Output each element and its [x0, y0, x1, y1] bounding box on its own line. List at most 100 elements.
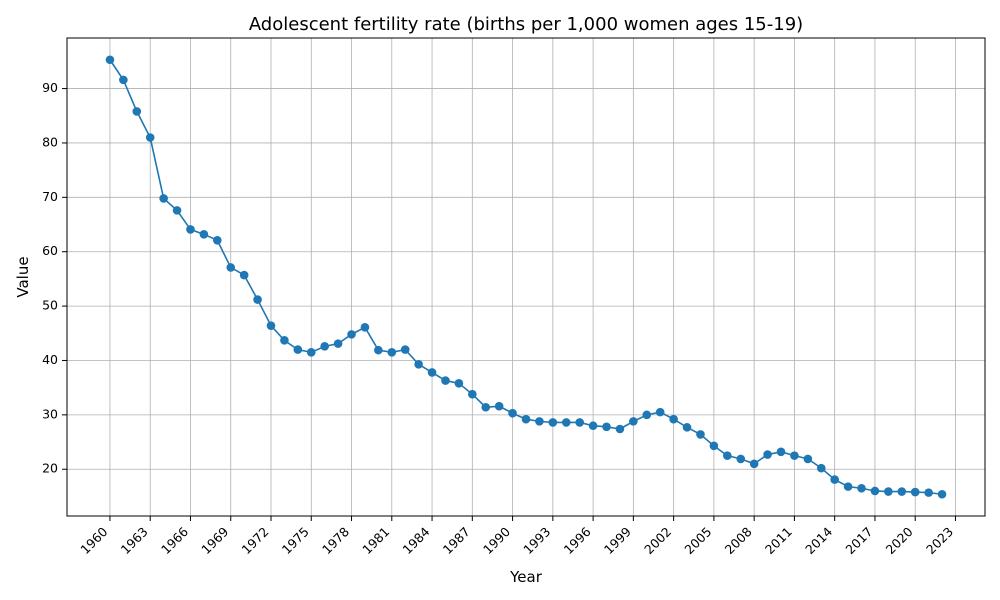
data-point [615, 424, 625, 434]
x-tick-label: 2005 [681, 524, 714, 557]
data-point [454, 379, 464, 388]
data-point [119, 75, 128, 85]
data-point [816, 463, 826, 473]
data-point [293, 345, 303, 354]
data-point [145, 133, 155, 142]
data-point [843, 482, 853, 491]
data-point [387, 348, 397, 357]
data-point [239, 270, 249, 280]
data-point [924, 488, 933, 497]
data-point [213, 235, 222, 245]
data-point [105, 55, 115, 65]
data-point [306, 348, 316, 357]
data-point [400, 345, 410, 354]
data-point [347, 330, 356, 339]
data-point [427, 368, 437, 377]
data-point [481, 402, 491, 412]
data-point [588, 421, 598, 431]
x-tick-label: 1978 [319, 524, 352, 557]
x-tick-label: 1960 [77, 524, 110, 557]
data-point [749, 459, 759, 469]
x-tick-label: 2002 [641, 524, 674, 557]
data-point [494, 401, 504, 411]
data-point [937, 489, 947, 499]
data-point [199, 230, 209, 239]
y-tick-label: 80 [42, 134, 58, 149]
data-point [763, 450, 772, 459]
data-point [266, 321, 276, 330]
data-point [360, 323, 370, 332]
x-tick-label: 1972 [238, 524, 271, 557]
data-point [776, 447, 786, 457]
data-point [280, 336, 289, 345]
data-point [374, 345, 383, 355]
data-point [602, 422, 611, 432]
data-point [629, 417, 638, 426]
data-point [830, 475, 839, 484]
x-tick-label: 1969 [198, 524, 231, 557]
data-point [508, 408, 517, 418]
data-point [535, 417, 544, 426]
data-point [414, 359, 423, 369]
y-tick-label: 70 [42, 189, 58, 204]
data-point [253, 295, 262, 304]
x-tick-label: 1975 [279, 524, 312, 557]
chart-title: Adolescent fertility rate (births per 1,… [249, 14, 803, 35]
data-point [803, 454, 813, 464]
axis-ticks: 1960 1963 1966 1969 1972 1975 1978 1981 1984 1987… [42, 80, 956, 557]
x-axis-label: Year [509, 568, 543, 586]
x-tick-label: 1987 [440, 524, 473, 557]
data-point [132, 107, 142, 116]
y-tick-label: 60 [42, 243, 58, 258]
data-point [320, 342, 329, 351]
x-tick-label: 1963 [118, 524, 151, 557]
data-point [468, 389, 477, 399]
y-tick-label: 30 [42, 406, 58, 421]
data-point [669, 414, 678, 424]
y-tick-label: 20 [42, 461, 58, 476]
data-point [521, 414, 531, 424]
data-point [696, 430, 705, 439]
data-point [226, 263, 236, 272]
x-tick-label: 1990 [480, 524, 513, 557]
data-point [897, 487, 907, 496]
x-tick-label: 1999 [601, 524, 634, 557]
x-tick-label: 1996 [561, 524, 594, 557]
data-point [655, 407, 665, 417]
y-tick-label: 90 [42, 80, 58, 95]
series-layer [105, 55, 947, 499]
series-line [109, 59, 943, 496]
data-point [857, 483, 866, 493]
data-point [548, 418, 558, 427]
x-tick-label: 1966 [158, 524, 191, 557]
data-point [723, 451, 732, 460]
plot-frame [66, 37, 986, 517]
x-tick-label: 2011 [762, 524, 795, 557]
data-point [172, 206, 182, 215]
data-point [790, 451, 799, 460]
x-tick-label: 2008 [722, 524, 755, 557]
data-point [575, 418, 584, 427]
data-point [884, 487, 893, 496]
y-tick-label: 50 [42, 298, 58, 313]
data-point [186, 225, 195, 234]
y-axis-label: Value [14, 256, 32, 297]
data-point [910, 487, 920, 497]
x-tick-label: 1981 [359, 524, 392, 557]
data-point [736, 454, 746, 464]
y-tick-label: 40 [42, 352, 58, 367]
data-point [682, 423, 692, 432]
x-tick-label: 2017 [842, 524, 875, 557]
data-point [333, 339, 343, 348]
data-point [159, 194, 168, 203]
x-tick-label: 1993 [520, 524, 553, 557]
data-point [561, 418, 571, 427]
x-tick-label: 2014 [802, 524, 835, 557]
grid [67, 38, 985, 516]
data-point [642, 410, 652, 420]
data-point [709, 441, 719, 451]
data-point [870, 486, 880, 496]
x-tick-label: 2020 [883, 524, 916, 557]
